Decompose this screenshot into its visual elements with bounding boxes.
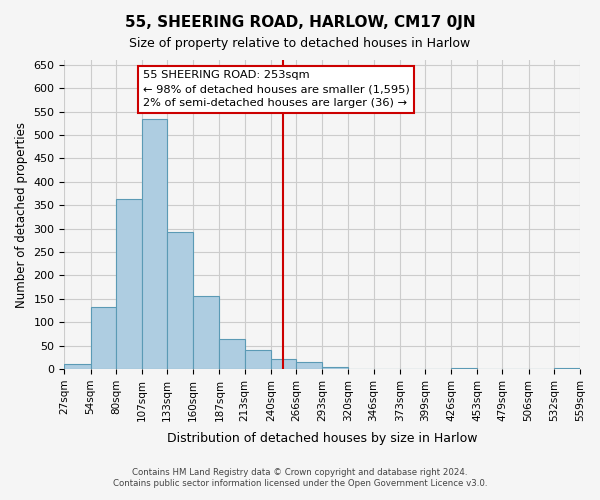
Y-axis label: Number of detached properties: Number of detached properties [15, 122, 28, 308]
Bar [451, 368, 477, 369]
X-axis label: Distribution of detached houses by size in Harlow: Distribution of detached houses by size … [167, 432, 478, 445]
Bar [322, 366, 349, 369]
Bar [296, 362, 322, 369]
Bar [167, 232, 193, 369]
Bar [91, 307, 116, 369]
Text: Size of property relative to detached houses in Harlow: Size of property relative to detached ho… [130, 38, 470, 51]
Text: 55 SHEERING ROAD: 253sqm
← 98% of detached houses are smaller (1,595)
2% of semi: 55 SHEERING ROAD: 253sqm ← 98% of detach… [143, 70, 410, 108]
Text: 55, SHEERING ROAD, HARLOW, CM17 0JN: 55, SHEERING ROAD, HARLOW, CM17 0JN [125, 15, 475, 30]
Bar [220, 338, 245, 369]
Bar [142, 118, 167, 369]
Bar [271, 358, 296, 369]
Bar [554, 368, 580, 369]
Bar [64, 364, 91, 369]
Bar [245, 350, 271, 369]
Bar [193, 296, 220, 369]
Bar [116, 199, 142, 369]
Text: Contains HM Land Registry data © Crown copyright and database right 2024.
Contai: Contains HM Land Registry data © Crown c… [113, 468, 487, 487]
